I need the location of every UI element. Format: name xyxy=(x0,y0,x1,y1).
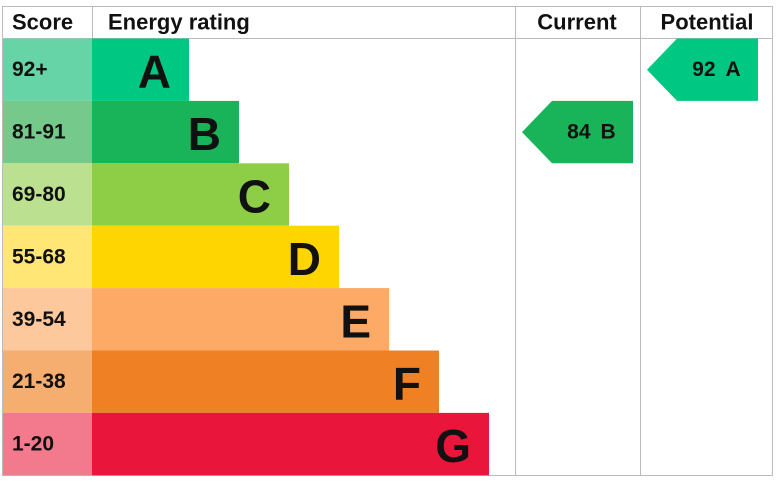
score-label: 69-80 xyxy=(12,183,66,206)
score-cell xyxy=(3,38,92,101)
score-label: 21-38 xyxy=(12,370,66,393)
current-letter: B xyxy=(601,121,616,144)
score-label: 81-91 xyxy=(12,121,66,144)
rating-bar xyxy=(92,412,489,476)
potential-score: 92 xyxy=(692,58,715,81)
header-potential: Potential xyxy=(661,10,754,35)
score-label: 39-54 xyxy=(12,308,66,331)
score-label: 55-68 xyxy=(12,245,66,268)
rating-bar xyxy=(92,38,189,101)
score-label: 92+ xyxy=(12,58,48,81)
rating-letter: B xyxy=(188,108,221,160)
score-cell xyxy=(3,288,92,351)
rating-letter: G xyxy=(435,420,471,472)
rating-letter: F xyxy=(393,358,421,410)
rating-bar xyxy=(92,163,289,226)
frame xyxy=(2,6,773,476)
current-score: 84 xyxy=(567,121,591,144)
rating-letter: A xyxy=(138,46,171,98)
score-label: 1-20 xyxy=(12,433,54,456)
rating-bar xyxy=(92,350,439,413)
header-current: Current xyxy=(537,10,617,35)
rating-bar xyxy=(92,100,239,164)
score-cell xyxy=(3,412,92,476)
rating-bar xyxy=(92,288,389,351)
rating-bar xyxy=(92,225,339,289)
header-score: Score xyxy=(12,10,73,35)
rating-letter: C xyxy=(238,171,271,223)
potential-letter: A xyxy=(726,58,741,81)
rating-letter: D xyxy=(288,233,321,285)
current-arrow xyxy=(522,100,633,164)
score-cell xyxy=(3,100,92,164)
score-cell xyxy=(3,225,92,289)
score-cell xyxy=(3,350,92,413)
rating-letter: E xyxy=(340,295,371,347)
potential-arrow xyxy=(647,38,758,101)
score-cell xyxy=(3,163,92,226)
header-rating: Energy rating xyxy=(108,10,250,35)
